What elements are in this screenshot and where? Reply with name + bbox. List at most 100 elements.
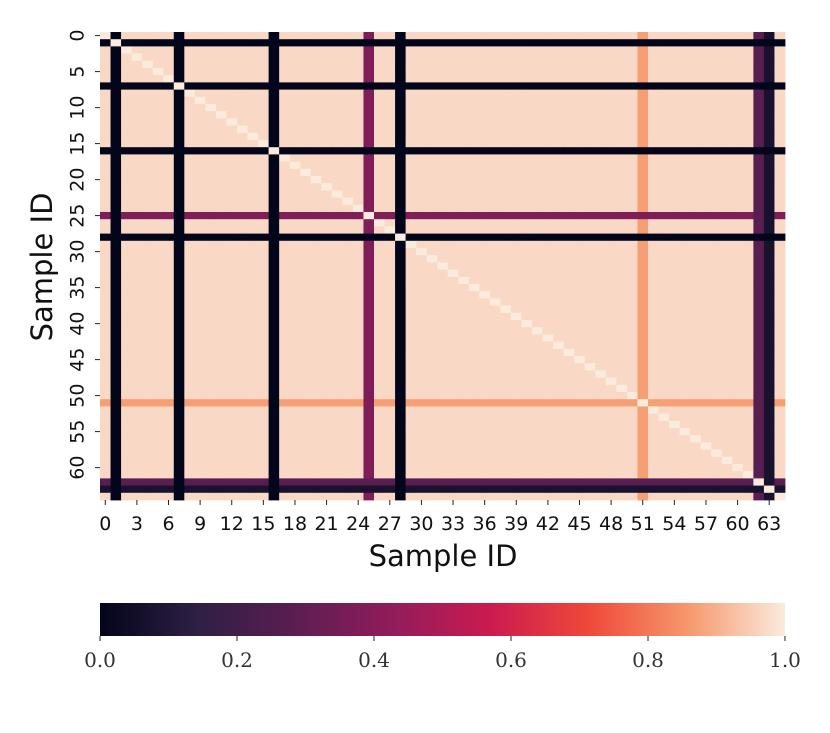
heatmap-cell bbox=[331, 442, 343, 450]
heatmap-cell bbox=[237, 435, 248, 443]
heatmap-cell bbox=[300, 75, 312, 83]
heatmap-cell bbox=[279, 334, 291, 342]
heatmap-cell bbox=[763, 269, 775, 278]
heatmap-cell bbox=[121, 471, 133, 479]
heatmap-cell bbox=[458, 60, 470, 69]
heatmap-cell bbox=[395, 32, 407, 40]
heatmap-cell bbox=[416, 420, 428, 429]
heatmap-cell bbox=[658, 356, 670, 364]
heatmap-cell bbox=[742, 104, 754, 112]
heatmap-cell bbox=[321, 428, 333, 436]
heatmap-cell bbox=[215, 262, 227, 270]
heatmap-cell bbox=[584, 233, 596, 242]
heatmap-cell bbox=[763, 240, 775, 249]
heatmap-cell bbox=[511, 32, 522, 40]
heatmap-cell bbox=[616, 420, 628, 429]
heatmap-cell bbox=[553, 305, 565, 314]
heatmap-cell bbox=[194, 384, 206, 393]
heatmap-cell bbox=[131, 348, 143, 357]
heatmap-cell bbox=[237, 46, 248, 54]
heatmap-cell bbox=[110, 305, 122, 314]
heatmap-cell bbox=[194, 485, 206, 494]
heatmap-cell bbox=[616, 161, 628, 170]
heatmap-cell bbox=[363, 262, 375, 270]
heatmap-cell bbox=[237, 75, 248, 83]
heatmap-cell bbox=[679, 204, 691, 213]
heatmap-cell bbox=[426, 240, 438, 249]
heatmap-cell bbox=[300, 53, 312, 62]
heatmap-cell bbox=[532, 233, 544, 242]
heatmap-cell bbox=[131, 320, 143, 328]
heatmap-cell bbox=[574, 75, 586, 83]
heatmap-cell bbox=[268, 276, 280, 285]
heatmap-cell bbox=[437, 104, 449, 112]
heatmap-cell bbox=[194, 111, 206, 119]
heatmap-cell bbox=[300, 240, 312, 249]
heatmap-cell bbox=[300, 147, 312, 155]
heatmap-cell bbox=[511, 204, 522, 213]
heatmap-cell bbox=[131, 104, 143, 112]
heatmap-cell bbox=[553, 183, 565, 191]
heatmap-cell bbox=[489, 154, 501, 162]
heatmap-cell bbox=[595, 240, 607, 249]
heatmap-cell bbox=[142, 442, 154, 450]
heatmap-cell bbox=[553, 471, 565, 479]
heatmap-cell bbox=[184, 341, 196, 350]
colorbar-tick-label: 1.0 bbox=[769, 648, 801, 672]
heatmap-cell bbox=[184, 240, 196, 249]
heatmap-cell bbox=[542, 104, 554, 112]
heatmap-cell bbox=[100, 327, 111, 335]
heatmap-cell bbox=[563, 111, 575, 119]
heatmap-cell bbox=[458, 104, 470, 112]
heatmap-cell bbox=[194, 298, 206, 306]
heatmap-cell bbox=[237, 147, 248, 155]
heatmap-cell bbox=[395, 233, 407, 242]
heatmap-cell bbox=[247, 96, 259, 105]
heatmap-cell bbox=[184, 176, 196, 184]
heatmap-cell bbox=[595, 75, 607, 83]
heatmap-cell bbox=[532, 348, 544, 357]
heatmap-cell bbox=[184, 298, 196, 306]
heatmap-cell bbox=[416, 464, 428, 472]
heatmap-cell bbox=[679, 291, 691, 299]
heatmap-cell bbox=[131, 492, 143, 501]
heatmap-cell bbox=[437, 392, 449, 400]
heatmap-cell bbox=[732, 75, 744, 83]
heatmap-cell bbox=[700, 168, 712, 177]
heatmap-cell bbox=[679, 442, 691, 450]
heatmap-cell bbox=[479, 255, 491, 263]
heatmap-cell bbox=[584, 154, 596, 162]
heatmap-cell bbox=[100, 190, 111, 198]
heatmap-cell bbox=[310, 60, 322, 69]
heatmap-cell bbox=[215, 96, 227, 105]
heatmap-cell bbox=[331, 132, 343, 141]
heatmap-cell bbox=[637, 190, 649, 198]
heatmap-cell bbox=[226, 197, 238, 206]
heatmap-cell bbox=[742, 60, 754, 69]
heatmap-cell bbox=[100, 32, 111, 40]
heatmap-cell bbox=[142, 370, 154, 378]
heatmap-cell bbox=[300, 104, 312, 112]
heatmap-cell bbox=[163, 420, 175, 429]
heatmap-cell bbox=[521, 449, 533, 458]
heatmap-cell bbox=[574, 420, 586, 429]
heatmap-cell bbox=[226, 89, 238, 98]
heatmap-cell bbox=[679, 384, 691, 393]
heatmap-cell bbox=[300, 384, 312, 393]
heatmap-cell bbox=[173, 68, 185, 76]
heatmap-cell bbox=[648, 96, 659, 105]
heatmap-cell bbox=[500, 140, 512, 148]
heatmap-cell bbox=[173, 478, 185, 486]
heatmap-cell bbox=[669, 320, 681, 328]
heatmap-cell bbox=[700, 75, 712, 83]
heatmap-cell bbox=[310, 327, 322, 335]
heatmap-cell bbox=[595, 204, 607, 213]
heatmap-cell bbox=[489, 104, 501, 112]
heatmap-cell bbox=[563, 154, 575, 162]
heatmap-cell bbox=[194, 233, 206, 242]
heatmap-cell bbox=[384, 406, 396, 414]
heatmap-cell bbox=[468, 262, 480, 270]
heatmap-cell bbox=[711, 485, 723, 494]
heatmap-cell bbox=[700, 197, 712, 206]
heatmap-cell bbox=[500, 75, 512, 83]
